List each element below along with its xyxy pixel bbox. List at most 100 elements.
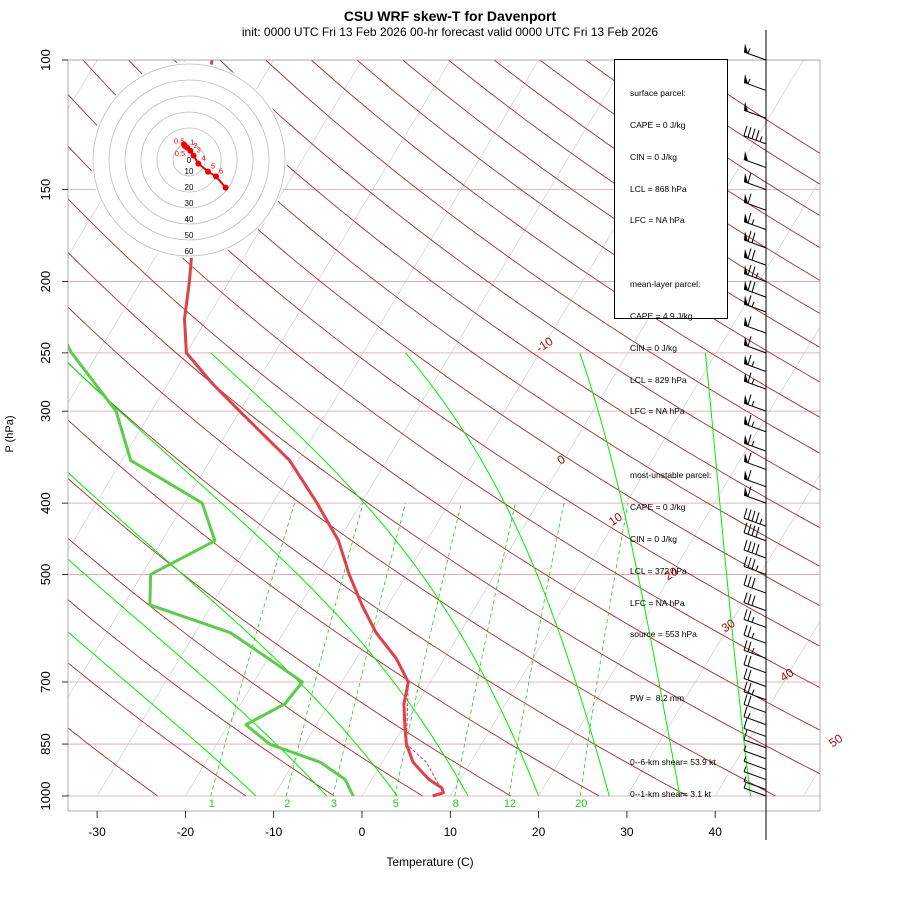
grid-diagonal bbox=[0, 60, 9, 796]
wind-barb-half-flag bbox=[759, 518, 763, 525]
wind-barb-pennant bbox=[744, 336, 748, 347]
wind-barb-staff bbox=[743, 771, 767, 781]
x-tick-label: 10 bbox=[444, 825, 458, 839]
mixing-ratio-line bbox=[285, 502, 364, 797]
wind-barb-flag bbox=[747, 354, 752, 366]
wind-barb-half-flag bbox=[751, 632, 755, 639]
wind-barb-staff bbox=[743, 135, 767, 145]
wind-barb-staff bbox=[743, 517, 767, 527]
wind-barb-half-flag bbox=[743, 756, 747, 762]
wind-barb-pennant bbox=[744, 193, 748, 204]
x-tick-label: -10 bbox=[265, 825, 283, 839]
y-tick-label: 1000 bbox=[38, 782, 53, 811]
wind-barb-flag bbox=[751, 266, 756, 277]
wind-barb bbox=[743, 776, 767, 791]
wind-barb-staff bbox=[743, 716, 767, 726]
grid-diagonal bbox=[714, 620, 820, 797]
wind-barb bbox=[743, 556, 767, 575]
grid-diagonal bbox=[68, 60, 363, 551]
axes-layer: 1 2 3 5 8 12 20-100102030405010203040506000.50… bbox=[38, 30, 845, 840]
wind-barb-staff bbox=[743, 739, 767, 749]
x-tick-label: 30 bbox=[620, 825, 634, 839]
hodograph-point bbox=[205, 168, 211, 175]
wind-barb-flag bbox=[747, 469, 752, 481]
wind-barb bbox=[743, 668, 767, 687]
wind-barb-staff bbox=[743, 584, 767, 594]
wind-barb-staff bbox=[743, 602, 767, 612]
wind-barb-staff bbox=[743, 442, 767, 452]
wind-barb bbox=[743, 625, 767, 644]
wind-barb bbox=[743, 654, 767, 674]
hodograph-ring bbox=[124, 95, 254, 225]
stat-line: most-unstable parcel: bbox=[630, 470, 712, 481]
wind-barb-flag bbox=[747, 434, 752, 445]
wind-barb-flag bbox=[747, 316, 752, 327]
moist-adiabat-line bbox=[704, 352, 751, 797]
wind-barb-flag bbox=[747, 593, 752, 605]
y-tick-label: 850 bbox=[38, 733, 53, 755]
dry-adiabat-line bbox=[68, 599, 335, 797]
grid-diagonal bbox=[68, 60, 451, 698]
wind-barb bbox=[743, 694, 767, 713]
stat-line: mean-layer parcel: bbox=[630, 279, 701, 290]
grid-diagonal bbox=[892, 60, 900, 796]
wind-barb-flag bbox=[747, 336, 752, 347]
wind-barb-half-flag bbox=[751, 361, 755, 367]
wind-barb bbox=[743, 248, 767, 266]
wind-barb-flag bbox=[743, 668, 748, 679]
wind-barb-staff bbox=[743, 460, 767, 470]
wind-barb-flag bbox=[747, 610, 752, 621]
x-tick-label: -20 bbox=[177, 825, 195, 839]
isotherm-label: 50 bbox=[826, 731, 845, 750]
wind-barb-flag bbox=[751, 559, 756, 570]
wind-barb-flag bbox=[747, 683, 752, 694]
stat-line: CAPE = 4.9 J/kg bbox=[630, 311, 693, 322]
wind-barb-flag bbox=[747, 452, 752, 463]
hodograph-point bbox=[195, 160, 202, 167]
wind-barb bbox=[743, 782, 767, 797]
wind-barb-staff bbox=[743, 51, 767, 61]
wind-barb-flag bbox=[743, 522, 748, 533]
wind-barb-flag bbox=[747, 212, 752, 224]
hodograph-height-label: 1 bbox=[190, 138, 194, 147]
wind-barb-staff bbox=[743, 201, 767, 211]
wind-barb-flag bbox=[747, 172, 752, 184]
wind-barb bbox=[743, 394, 767, 412]
moist-adiabat-line bbox=[68, 558, 328, 797]
isotherm-label: -10 bbox=[533, 334, 555, 355]
wind-barb bbox=[743, 193, 767, 211]
wind-barb-half-flag bbox=[759, 136, 763, 142]
wind-barb bbox=[743, 434, 767, 452]
mixing-ratio-line bbox=[454, 503, 516, 797]
dry-adiabat-line bbox=[68, 477, 512, 797]
dry-adiabat-line bbox=[68, 198, 820, 731]
wind-barb-half-flag bbox=[751, 301, 755, 308]
y-tick-label: 400 bbox=[38, 492, 53, 514]
wind-barb-staff bbox=[743, 549, 767, 559]
stat-line: source = 553 hPa bbox=[630, 629, 697, 640]
y-tick-label: 200 bbox=[38, 271, 53, 293]
stat-line: CAPE = 0 J/kg bbox=[630, 119, 686, 130]
dry-adiabat-line bbox=[68, 93, 820, 647]
wind-barb-flag bbox=[747, 576, 752, 587]
wind-barb-staff bbox=[743, 221, 767, 231]
precipitable-water-stat: PW = 8.2 mm bbox=[630, 672, 727, 725]
mixing-ratio-line bbox=[394, 503, 462, 797]
hodograph-ring bbox=[172, 143, 206, 177]
wind-barb-flag bbox=[755, 544, 760, 555]
stat-line: LFC = NA hPa bbox=[630, 406, 685, 417]
wind-barb bbox=[743, 718, 767, 737]
wind-barb-staff bbox=[743, 363, 767, 372]
x-tick-label: 20 bbox=[532, 825, 546, 839]
hodograph-height-label: 0.5 bbox=[175, 149, 185, 158]
wind-barb-flag bbox=[743, 508, 748, 519]
wind-barb bbox=[743, 336, 767, 354]
moist-adiabat-line bbox=[579, 352, 681, 797]
wind-barb-staff bbox=[743, 181, 767, 191]
wind-barb-flag bbox=[743, 556, 748, 567]
wind-barb-flag bbox=[747, 127, 752, 138]
wind-barb-half-flag bbox=[747, 48, 751, 54]
hodograph-height-label: 0.5 bbox=[174, 136, 184, 145]
isotherm-label: 40 bbox=[777, 665, 796, 684]
stat-line: PW = 8.2 mm bbox=[630, 693, 685, 704]
